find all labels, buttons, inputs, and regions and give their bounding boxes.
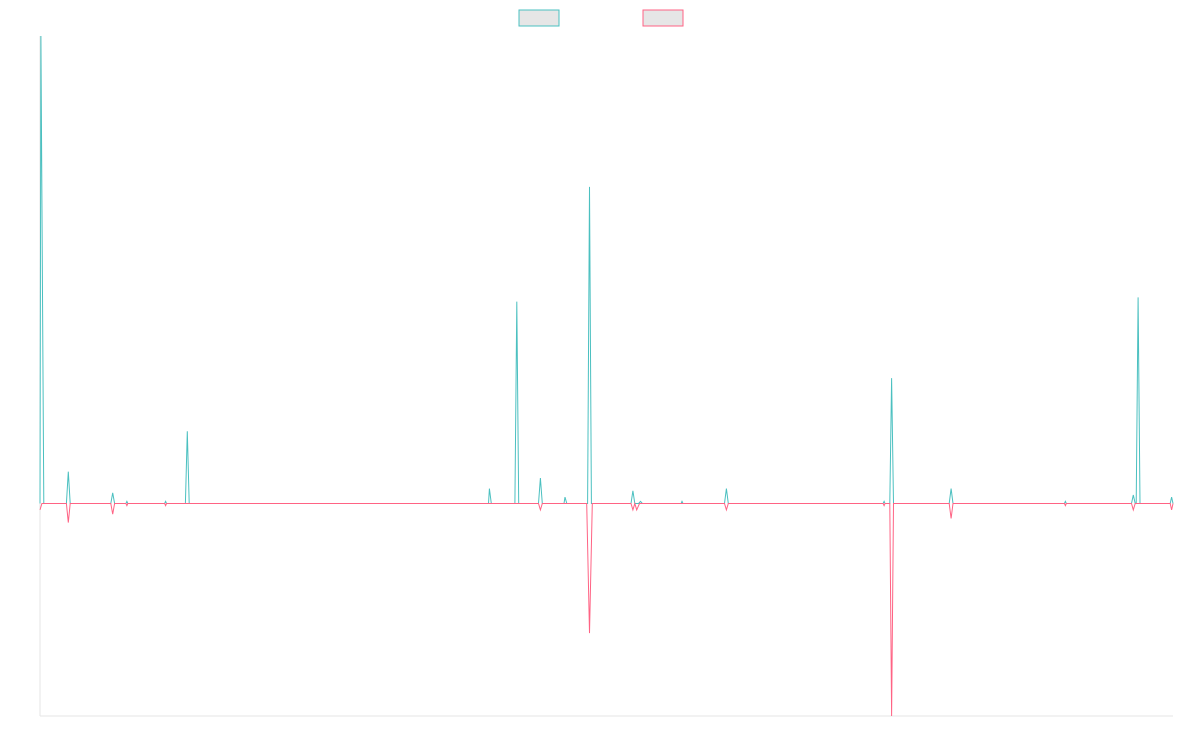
series-line-1: [39, 35, 1174, 504]
legend-swatch-1[interactable]: [518, 9, 560, 27]
legend: [518, 9, 684, 27]
series-line-2: [39, 501, 1174, 717]
legend-swatch-2[interactable]: [642, 9, 684, 27]
axes: [39, 36, 1173, 717]
series-layer: [39, 35, 1174, 717]
